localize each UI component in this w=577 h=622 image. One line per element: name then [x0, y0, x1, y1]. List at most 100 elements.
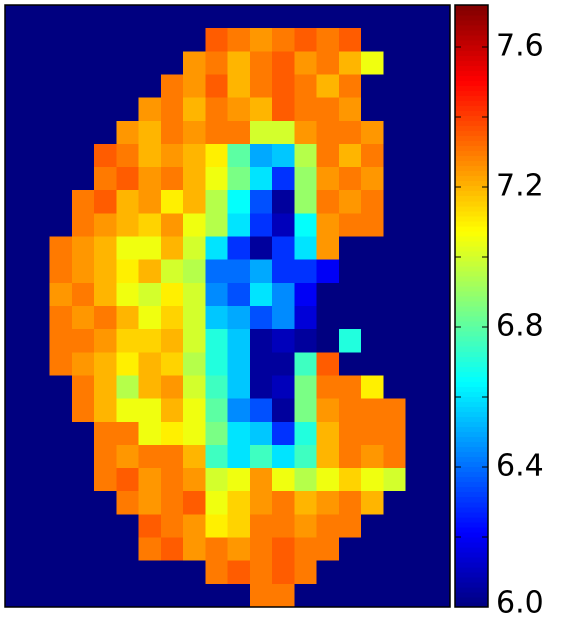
cell — [205, 468, 228, 492]
cell — [338, 444, 362, 469]
cell — [405, 537, 429, 562]
cell — [71, 421, 95, 446]
cell — [205, 537, 228, 562]
cell — [5, 51, 28, 75]
colorbar-swatch — [455, 341, 488, 347]
cell — [138, 5, 162, 29]
cell — [316, 236, 340, 261]
cell — [249, 143, 273, 168]
colorbar-swatch — [455, 381, 488, 387]
cell — [49, 28, 73, 52]
colorbar-swatch — [455, 601, 488, 608]
cell — [49, 143, 73, 168]
colorbar-swatch — [455, 90, 488, 96]
cell — [427, 190, 451, 214]
cell — [71, 213, 95, 238]
colorbar-swatch — [455, 451, 488, 458]
cell — [361, 352, 384, 376]
cell — [71, 537, 95, 562]
cell — [361, 282, 384, 307]
cell — [138, 190, 162, 214]
cell — [94, 583, 117, 608]
cell — [71, 5, 95, 29]
cell — [383, 491, 406, 515]
cell — [383, 375, 406, 400]
cell — [338, 143, 362, 168]
colorbar-swatch — [455, 5, 488, 11]
cell — [405, 352, 429, 376]
cell — [49, 329, 73, 353]
cell — [138, 74, 162, 99]
colorbar-swatch — [455, 486, 488, 493]
colorbar-swatch — [455, 436, 488, 443]
cell — [94, 97, 117, 122]
cell — [383, 143, 406, 168]
cell — [338, 51, 362, 75]
cell — [383, 537, 406, 562]
cell — [183, 514, 206, 539]
cell — [5, 190, 28, 214]
colorbar-swatch — [455, 100, 488, 106]
cell — [138, 468, 162, 492]
cell — [316, 5, 340, 29]
cell — [205, 167, 228, 191]
cell — [94, 190, 117, 214]
cell — [316, 468, 340, 492]
cell — [49, 120, 73, 145]
cell — [138, 143, 162, 168]
cell — [272, 143, 295, 168]
cell — [272, 306, 295, 330]
cell — [383, 120, 406, 145]
cell — [116, 560, 139, 585]
cell — [272, 190, 295, 214]
cell — [294, 306, 317, 330]
colorbar-swatch — [455, 536, 488, 543]
cell — [427, 514, 451, 539]
cell — [71, 444, 95, 469]
cell — [94, 560, 117, 585]
cell — [183, 120, 206, 145]
cell — [94, 120, 117, 145]
cell — [183, 491, 206, 515]
colorbar-swatch — [455, 336, 488, 342]
colorbar-swatch — [455, 210, 488, 217]
cell — [160, 560, 184, 585]
cell — [272, 352, 295, 376]
cell — [338, 491, 362, 515]
colorbar-swatch — [455, 426, 488, 433]
cell — [405, 560, 429, 585]
colorbar-swatch — [455, 311, 488, 317]
cell — [138, 306, 162, 330]
cell — [294, 143, 317, 168]
colorbar-swatch — [455, 30, 488, 36]
colorbar-swatch — [455, 481, 488, 488]
cell — [338, 213, 362, 238]
colorbar-swatch — [455, 175, 488, 182]
cell — [294, 236, 317, 261]
cell — [205, 514, 228, 539]
cell — [5, 514, 28, 539]
cell — [338, 74, 362, 99]
cell — [27, 190, 50, 214]
cell — [272, 236, 295, 261]
cell — [316, 259, 340, 284]
colorbar-swatch — [455, 551, 488, 558]
cell — [405, 375, 429, 400]
cell — [294, 583, 317, 608]
cell — [338, 120, 362, 145]
cell — [361, 120, 384, 145]
cell — [27, 421, 50, 446]
cell — [294, 28, 317, 52]
colorbar-tick-label: 7.6 — [496, 29, 544, 64]
cell — [383, 444, 406, 469]
cell — [138, 329, 162, 353]
cell — [205, 28, 228, 52]
colorbar-swatch — [455, 511, 488, 518]
cell — [160, 28, 184, 52]
cell — [338, 190, 362, 214]
cell — [294, 74, 317, 99]
colorbar-tick-label: 6.8 — [496, 309, 544, 344]
cell — [338, 375, 362, 400]
cell — [183, 329, 206, 353]
cell — [116, 259, 139, 284]
